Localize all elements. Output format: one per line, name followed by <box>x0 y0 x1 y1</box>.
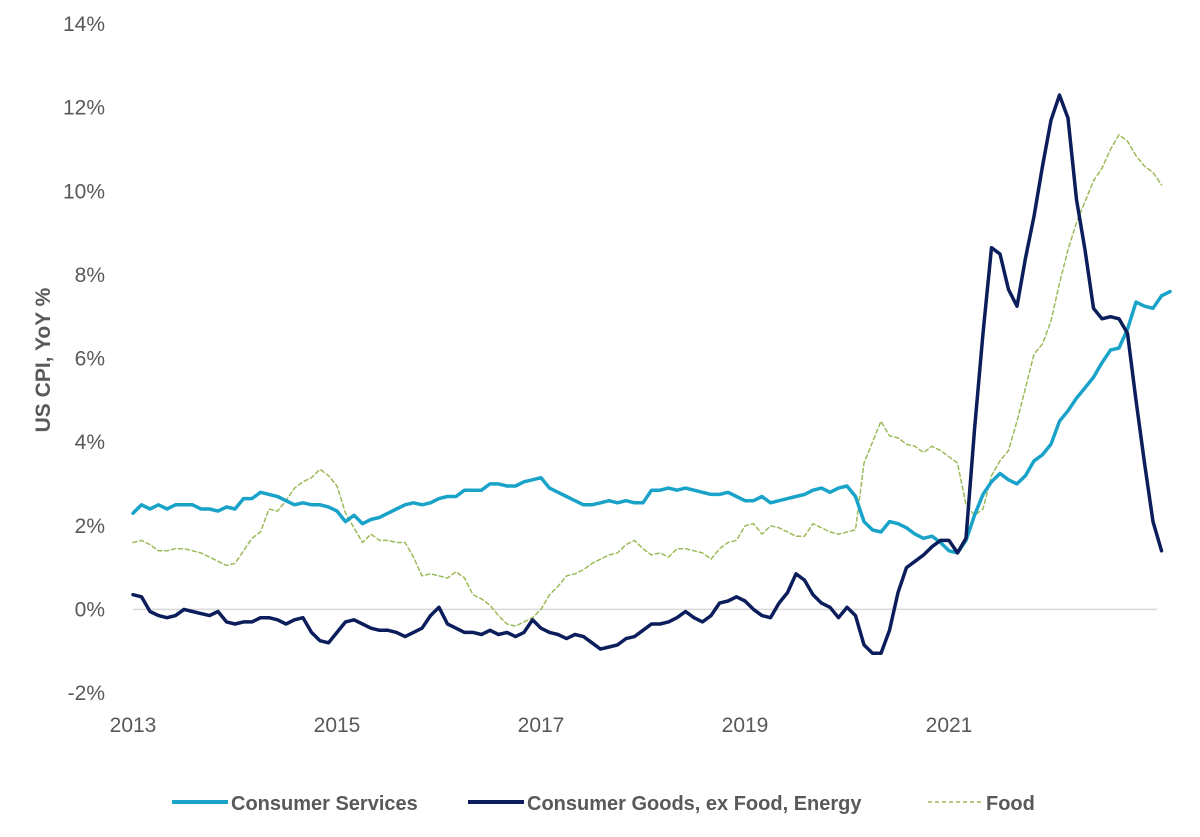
y-tick-label: 12% <box>63 97 105 120</box>
y-axis-label: US CPI, YoY % <box>32 287 55 432</box>
series-line-food <box>132 134 1163 627</box>
x-tick-label: 2013 <box>110 714 157 737</box>
y-tick-label: 0% <box>75 598 105 621</box>
x-axis-ticks: 2013 2015 2017 2019 2021 <box>110 714 973 737</box>
y-tick-label: 6% <box>75 348 105 371</box>
y-tick-label: 8% <box>75 264 105 287</box>
series-lines <box>131 93 1172 656</box>
series-line-consumer-services <box>131 289 1172 555</box>
series-line-consumer-goods-ex-food-energy <box>131 93 1164 656</box>
x-tick-label: 2015 <box>314 714 361 737</box>
x-tick-label: 2021 <box>926 714 973 737</box>
y-tick-label: -2% <box>68 682 105 705</box>
legend-label-consumer-services: Consumer Services <box>231 793 418 815</box>
y-tick-label: 10% <box>63 180 105 203</box>
y-tick-label: 4% <box>75 431 105 454</box>
y-tick-label: 14% <box>63 13 105 36</box>
x-tick-label: 2019 <box>722 714 769 737</box>
legend-label-food: Food <box>986 793 1035 815</box>
y-axis-ticks: -2% 0% 2% 4% 6% 8% 10% 12% 14% <box>63 13 105 705</box>
legend-label-consumer-goods: Consumer Goods, ex Food, Energy <box>527 793 862 815</box>
y-tick-label: 2% <box>75 515 105 538</box>
x-tick-label: 2017 <box>518 714 565 737</box>
legend: Consumer Services Consumer Goods, ex Foo… <box>172 793 1035 815</box>
